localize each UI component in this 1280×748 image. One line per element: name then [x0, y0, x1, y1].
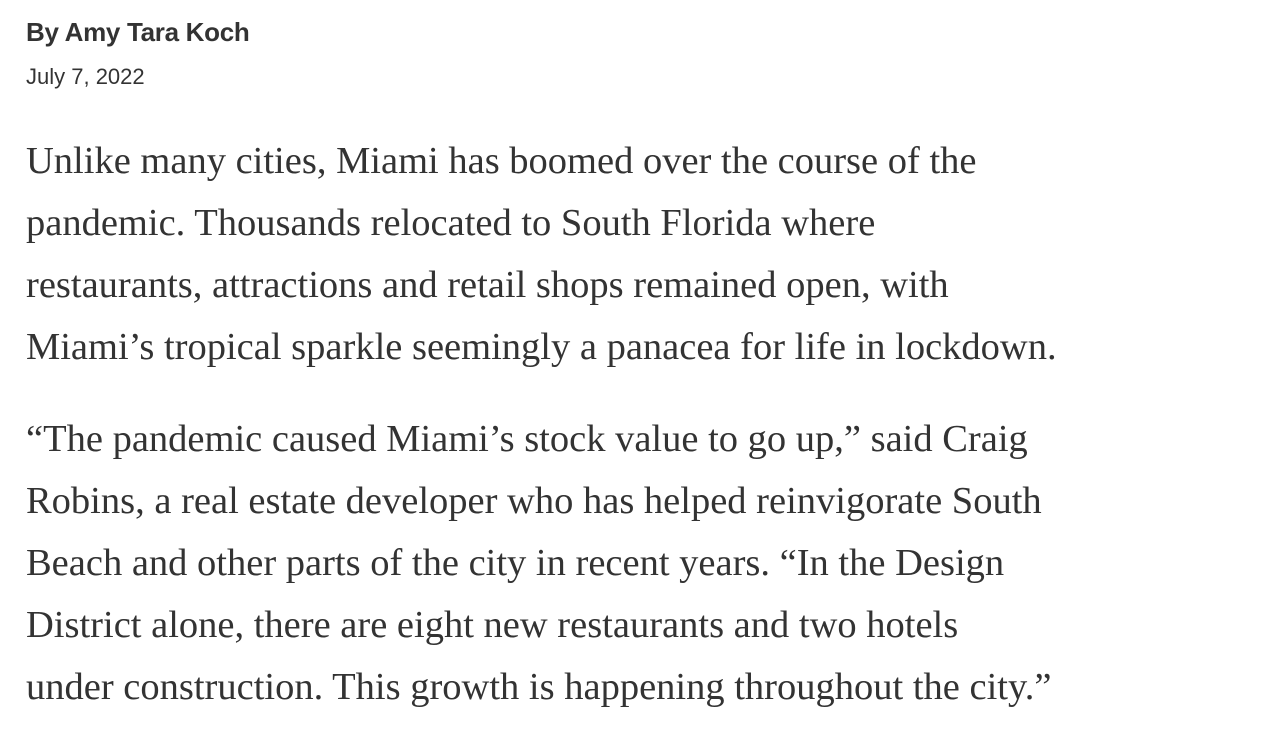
paragraph-line: “The pandemic caused Miami’s stock value… [26, 418, 1028, 460]
article-body: Unlike many cities, Miami has boomed ove… [26, 130, 1057, 748]
paragraph-line: pandemic. Thousands relocated to South F… [26, 202, 876, 244]
byline: By Amy Tara Koch [26, 17, 250, 47]
paragraph-line: Robins, a real estate developer who has … [26, 480, 1042, 522]
paragraph-line: under construction. This growth is happe… [26, 666, 1052, 708]
paragraph-line: restaurants, attractions and retail shop… [26, 264, 949, 306]
date: July 7, 2022 [26, 64, 145, 89]
paragraph: Unlike many cities, Miami has boomed ove… [26, 130, 1057, 378]
paragraph-line: District alone, there are eight new rest… [26, 604, 959, 646]
paragraph: “The pandemic caused Miami’s stock value… [26, 408, 1057, 718]
paragraph-line: Beach and other parts of the city in rec… [26, 542, 1005, 584]
paragraph-line: Miami’s tropical sparkle seemingly a pan… [26, 326, 1057, 368]
paragraph-line: Unlike many cities, Miami has boomed ove… [26, 140, 977, 182]
